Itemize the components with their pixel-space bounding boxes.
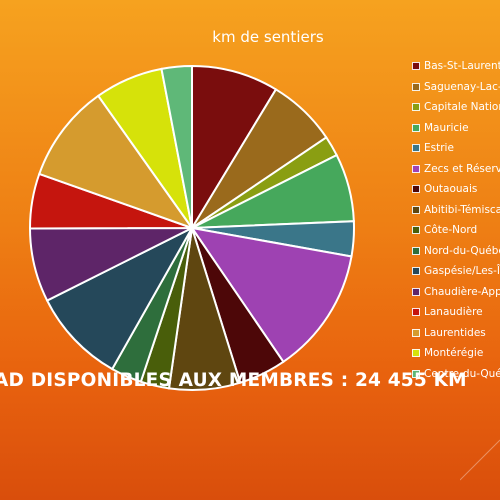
legend-label: Saguenay-Lac-St-Jean <box>424 80 500 93</box>
legend-item: Chaudière-Appalaches <box>412 282 500 303</box>
legend-item: Bas-St-Laurent <box>412 56 500 77</box>
pie-slice-10 <box>45 225 195 371</box>
legend-swatch <box>412 308 420 317</box>
legend-label: Abitibi-Témiscamingue <box>424 203 500 216</box>
legend-label: Zecs et Réserves <box>424 162 500 175</box>
legend-label: Gaspésie/Les-Îles <box>424 265 500 278</box>
legend-item: Estrie <box>412 138 500 159</box>
legend-label: Lanaudière <box>424 306 483 319</box>
legend-label: Chaudière-Appalaches <box>424 285 500 298</box>
legend-swatch <box>412 144 420 153</box>
legend-item: Lanaudière <box>412 302 500 323</box>
legend-swatch <box>412 349 420 358</box>
legend-swatch <box>412 103 420 112</box>
legend-label: Nord-du-Québec <box>424 244 500 257</box>
pie-slice-15 <box>160 64 193 229</box>
legend-swatch <box>412 328 420 337</box>
legend-swatch <box>412 287 420 296</box>
legend-item: Montérégie <box>412 343 500 364</box>
legend-label: Bas-St-Laurent <box>424 60 500 73</box>
pie-slice-13 <box>38 94 195 230</box>
legend-item: Nord-du-Québec <box>412 241 500 262</box>
chart-title: km de sentiers <box>212 28 324 46</box>
pie-slice-5 <box>189 226 353 364</box>
legend-swatch <box>412 226 420 235</box>
decorative-line <box>460 439 500 481</box>
legend-label: Laurentides <box>424 326 486 339</box>
legend-item: Gaspésie/Les-Îles <box>412 261 500 282</box>
legend-item: Côte-Nord <box>412 220 500 241</box>
legend-item: Centre-du-Québec <box>412 364 500 385</box>
legend-label: Outaouais <box>424 183 478 196</box>
headline: AD DISPONIBLES AUX MEMBRES : 24 455 KM <box>0 370 467 391</box>
chart-legend: Bas-St-Laurent Saguenay-Lac-St-Jean Capita… <box>412 56 500 384</box>
legend-item: Zecs et Réserves <box>412 159 500 180</box>
legend-item: Outaouais <box>412 179 500 200</box>
legend-swatch <box>412 123 420 132</box>
legend-swatch <box>412 246 420 255</box>
legend-label: Mauricie <box>424 121 469 134</box>
legend-label: Capitale Nationale <box>424 101 500 114</box>
legend-label: Côte-Nord <box>424 224 478 237</box>
legend-swatch <box>412 205 420 214</box>
legend-swatch <box>412 164 420 173</box>
legend-swatch <box>412 267 420 276</box>
legend-item: Capitale Nationale <box>412 97 500 118</box>
legend-label: Estrie <box>424 142 454 155</box>
pie-slice-0 <box>191 64 278 232</box>
legend-item: Abitibi-Témiscamingue <box>412 200 500 221</box>
legend-label: Centre-du-Québec <box>424 367 500 380</box>
legend-item: Saguenay-Lac-St-Jean <box>412 77 500 98</box>
legend-item: Laurentides <box>412 323 500 344</box>
legend-swatch <box>412 82 420 91</box>
legend-swatch <box>412 62 420 71</box>
legend-swatch <box>412 185 420 194</box>
legend-swatch <box>412 369 420 378</box>
legend-label: Montérégie <box>424 347 484 360</box>
legend-item: Mauricie <box>412 118 500 139</box>
